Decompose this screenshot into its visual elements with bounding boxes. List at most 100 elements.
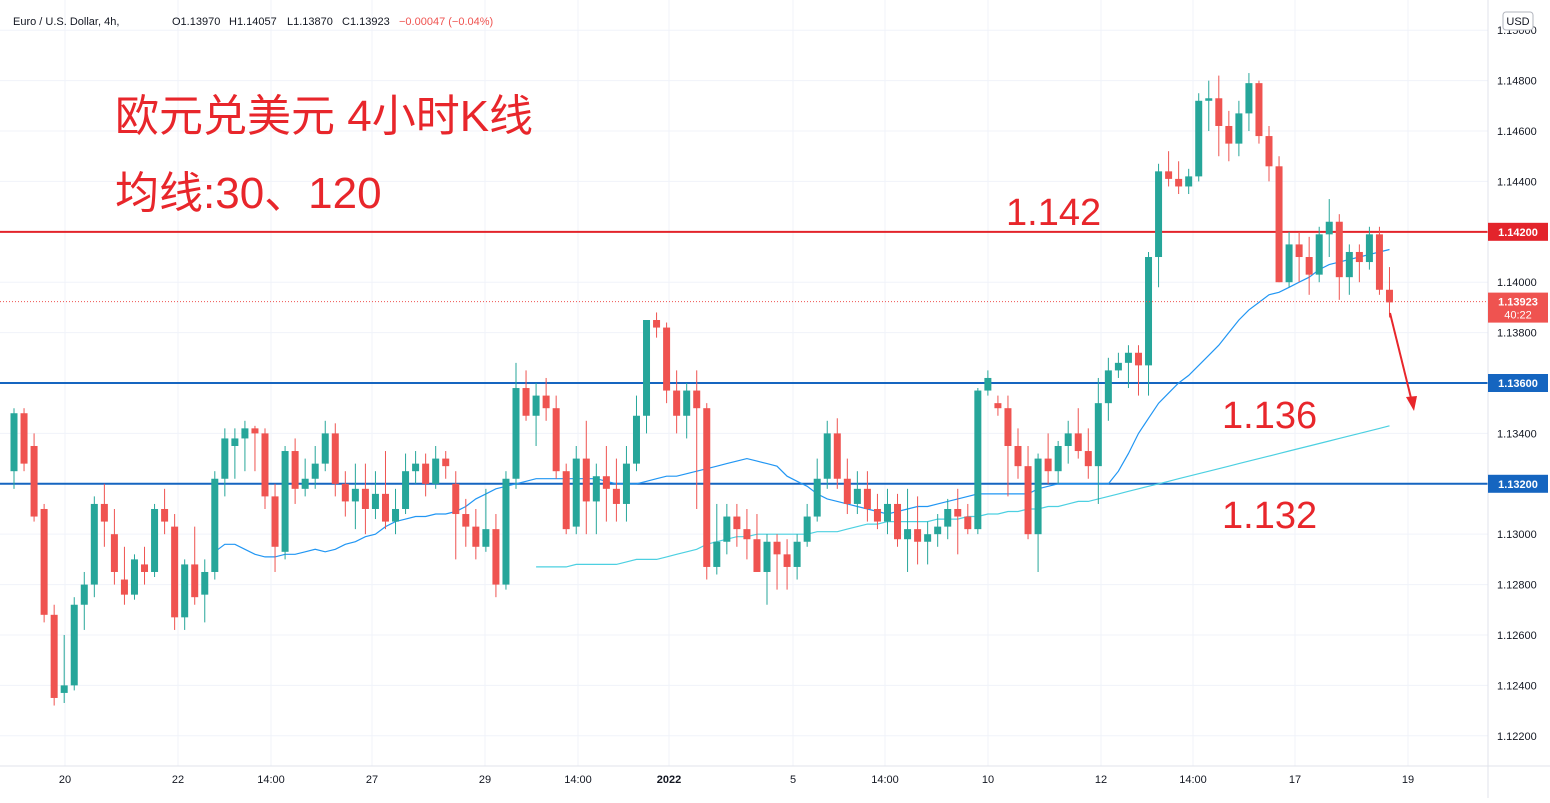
- candle-body: [291, 451, 299, 489]
- candle-body: [843, 478, 851, 504]
- candle: [1054, 440, 1062, 484]
- time-tick-label: 12: [1095, 774, 1107, 786]
- candle-body: [341, 483, 349, 502]
- candle: [542, 377, 550, 421]
- candle-body: [803, 516, 811, 542]
- candle-body: [1375, 234, 1383, 290]
- candle: [1145, 251, 1153, 396]
- candle: [40, 503, 48, 623]
- candle: [512, 362, 520, 489]
- candle: [502, 471, 510, 590]
- candle: [763, 534, 771, 605]
- candle-body: [492, 529, 500, 585]
- ohlc-low: L1.13870: [287, 16, 333, 28]
- candle: [1235, 100, 1243, 157]
- candle-body: [984, 377, 992, 391]
- candle: [1305, 236, 1313, 295]
- time-tick-label: 17: [1289, 774, 1301, 786]
- candle: [653, 312, 661, 338]
- candle-body: [683, 390, 691, 416]
- candle-body: [663, 327, 671, 391]
- candle: [853, 471, 861, 515]
- candle: [221, 428, 229, 497]
- candle-body: [894, 503, 902, 540]
- candle-body: [120, 579, 128, 595]
- candle: [924, 521, 932, 565]
- candle: [803, 503, 811, 547]
- candle-body: [361, 488, 369, 509]
- candle-body: [592, 476, 600, 502]
- candle: [894, 493, 902, 547]
- candle-body: [10, 413, 18, 472]
- candle-body: [994, 403, 1002, 409]
- candle-body: [853, 488, 861, 504]
- candle-body: [1145, 257, 1153, 366]
- candle: [1325, 199, 1333, 258]
- candle-body: [733, 516, 741, 530]
- candle: [271, 483, 279, 572]
- candle: [713, 503, 721, 575]
- candle: [944, 498, 952, 540]
- candle: [402, 453, 410, 515]
- candle: [602, 445, 610, 522]
- candle-body: [110, 534, 118, 572]
- candle: [1134, 345, 1142, 396]
- candle: [1114, 352, 1122, 378]
- time-tick-label: 14:00: [871, 774, 899, 786]
- candle: [643, 320, 651, 434]
- candle-body: [904, 529, 912, 540]
- candle-body: [1054, 445, 1062, 472]
- candle: [753, 514, 761, 572]
- candle: [482, 488, 490, 552]
- candle: [1265, 125, 1273, 182]
- price-tick-label: 1.13000: [1497, 529, 1537, 541]
- time-tick-label: 19: [1402, 774, 1414, 786]
- svg-text:USD: USD: [1506, 16, 1529, 28]
- candle: [291, 438, 299, 504]
- level-tag-bg: [1488, 474, 1548, 493]
- time-axis[interactable]: 20 22 14:00 27 29 14:00 2022 5 14:00 10 12 14:00 17 1…: [59, 774, 1414, 786]
- time-tick-label: 29: [479, 774, 491, 786]
- candle: [592, 463, 600, 535]
- candle: [1295, 231, 1303, 283]
- candle: [1034, 453, 1042, 572]
- candle-body: [723, 516, 731, 542]
- candle-body: [271, 496, 279, 547]
- candle: [562, 463, 570, 535]
- candle-body: [452, 483, 460, 515]
- candle-body: [783, 554, 791, 567]
- currency-badge[interactable]: USD: [1502, 11, 1534, 31]
- candle-body: [1205, 98, 1213, 101]
- candle-body: [201, 571, 209, 595]
- candle-body: [572, 458, 580, 527]
- candle-body: [1265, 136, 1273, 167]
- candle-body: [743, 529, 751, 540]
- time-tick-label: 14:00: [564, 774, 592, 786]
- candle-body: [1034, 458, 1042, 535]
- candle-body: [813, 478, 821, 517]
- candle-body: [281, 451, 289, 552]
- candle: [341, 471, 349, 517]
- candle: [1345, 244, 1353, 295]
- symbol-title: Euro / U.S. Dollar, 4h,: [13, 16, 119, 28]
- candle-body: [1305, 257, 1313, 275]
- level-tag-label: 1.14200: [1498, 227, 1538, 239]
- candle: [622, 445, 630, 522]
- candle: [964, 503, 972, 535]
- candle: [321, 420, 329, 472]
- candle-body: [753, 539, 761, 572]
- candle: [743, 508, 751, 560]
- candle: [231, 428, 239, 479]
- price-tick-label: 1.12800: [1497, 580, 1537, 592]
- candle-body: [50, 614, 58, 698]
- candle: [151, 503, 159, 578]
- candle: [1014, 428, 1022, 479]
- candle-body: [763, 541, 771, 572]
- candle-body: [482, 529, 490, 547]
- candle-body: [653, 320, 661, 328]
- candle: [1084, 428, 1092, 479]
- candle-body: [1215, 98, 1223, 126]
- ohlc-change: −0.00047 (−0.04%): [399, 16, 493, 28]
